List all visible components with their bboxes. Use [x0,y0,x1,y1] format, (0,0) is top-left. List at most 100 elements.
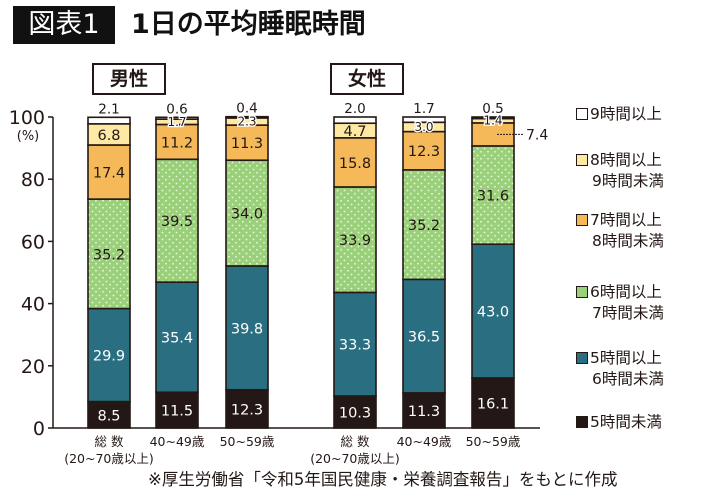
bar-segment [87,307,131,403]
y-axis-unit: (%) [17,129,40,144]
data-label: 11.2 [161,135,193,151]
data-label: 10.3 [339,405,371,421]
data-label: 43.0 [477,305,509,321]
y-axis: 0 20 40 60 80 100(%) [9,107,540,440]
bars [87,115,515,429]
data-label: 4.7 [343,124,366,140]
legend-label: 5時間以上 [590,349,662,367]
legend-label: 5時間未満 [590,413,662,431]
bar-segment [155,281,199,394]
legend-swatch-icon [576,352,588,364]
data-label: 33.9 [339,233,371,249]
legend-swatch-icon [576,286,588,298]
bar-segment [225,159,269,267]
data-labels: 8.5 29.9 35.2 17.4 6.8 2.1 11.5 35.4 39.5 11.2 1.7… [93,101,549,425]
data-label: 1.7 [413,101,434,117]
legend-label: 8時間以上 [590,151,662,169]
bar-segment [333,137,377,188]
data-label: 11.3 [408,404,440,420]
data-label: 2.1 [98,101,119,117]
bar-segment [333,186,377,294]
legend-item-7to8: 7時間以上 8時間未満 [576,210,664,252]
x-tick-label: 50~59歳 [466,434,521,449]
x-tick-label-sub: (20~70歳以上) [310,451,400,466]
bar-segment [155,123,199,161]
data-label: 6.8 [97,128,120,144]
data-label: 3.0 [414,120,433,134]
legend-item-6to7: 6時間以上 7時間未満 [576,282,664,324]
bar-segment [87,198,131,310]
x-tick-label: 50~59歳 [220,434,275,449]
group-label-male: 男性 [92,63,166,95]
bar-segment [87,116,131,125]
x-tick-label: 40~49歳 [397,434,452,449]
bar-segment [471,145,515,245]
data-label: 35.2 [408,218,440,234]
bar-segment [225,388,269,429]
bar-segment [402,392,446,429]
group-label-female: 女性 [330,63,404,95]
bar-segment [155,391,199,429]
legend-label-line2: 7時間未満 [592,304,664,322]
bar-segment [333,395,377,429]
data-label: 34.0 [231,207,263,223]
data-label: 36.5 [408,330,440,346]
y-tick-label: 80 [21,169,45,191]
data-label: 17.4 [93,166,125,182]
source-note: ※厚生労働省「令和5年国民健康・栄養調査報告」をもとに作成 [148,470,618,489]
legend-item-under5: 5時間未満 [576,412,662,433]
legend-label-line2: 6時間未満 [592,370,664,388]
data-label: 7.4 [526,127,548,143]
data-label: 0.5 [482,101,503,117]
legend-label-line2: 8時間未満 [592,232,664,250]
data-label: 29.9 [93,349,125,365]
data-label: 11.5 [161,404,193,420]
data-label: 0.4 [236,101,257,117]
data-label: 12.3 [408,144,440,160]
data-label: 1.7 [167,115,186,129]
legend-swatch-icon [576,154,588,166]
data-label: 8.5 [97,408,120,424]
legend-swatch-icon [576,214,588,226]
data-label: 39.8 [231,321,263,337]
x-tick-label: 40~49歳 [150,434,205,449]
data-label: 11.3 [231,136,263,152]
x-tick-label: 総 数 [341,434,370,449]
legend-label: 6時間以上 [590,283,662,301]
bar-segment [155,158,199,283]
bar-segment [225,265,269,391]
x-tick-label: 総 数 [95,434,124,449]
y-tick-label: 0 [33,418,45,440]
bar-segment [402,116,446,124]
x-axis-labels: 総 数 (20~70歳以上) 40~49歳 50~59歳 総 数 (20~70歳以上) 40… [64,434,521,466]
data-label: 31.6 [477,189,509,205]
data-label: 35.2 [93,247,125,263]
data-label: 15.8 [339,156,371,172]
legend-swatch-icon [576,416,588,428]
legend-label: 7時間以上 [590,211,662,229]
bar-segment [155,116,199,120]
data-label: 35.4 [161,331,193,347]
legend-label: 9時間以上 [590,105,662,123]
bar-segment [471,243,515,379]
bar-segment [225,124,269,162]
legend-item-5to6: 5時間以上 6時間未満 [576,348,664,390]
figure-badge: 図表1 [13,6,115,44]
y-tick-label: 20 [21,356,45,378]
legend-label-line2: 9時間未満 [592,172,664,190]
bar-segment [402,130,446,171]
data-label: 2.3 [237,115,256,129]
bar-segment [333,116,377,125]
y-tick-label: 40 [21,294,45,316]
legend-item-8to9: 8時間以上 9時間未満 [576,150,664,192]
bar-segment [402,278,446,394]
legend-item-9h-plus: 9時間以上 [576,104,662,125]
x-tick-label-sub: (20~70歳以上) [64,451,154,466]
data-label: 39.5 [161,214,193,230]
bar-segment [333,291,377,397]
bar-segment [225,115,269,119]
legend-swatch-icon [576,108,588,120]
data-label: 0.6 [166,101,187,117]
chart-title: 1日の平均睡眠時間 [131,9,366,40]
